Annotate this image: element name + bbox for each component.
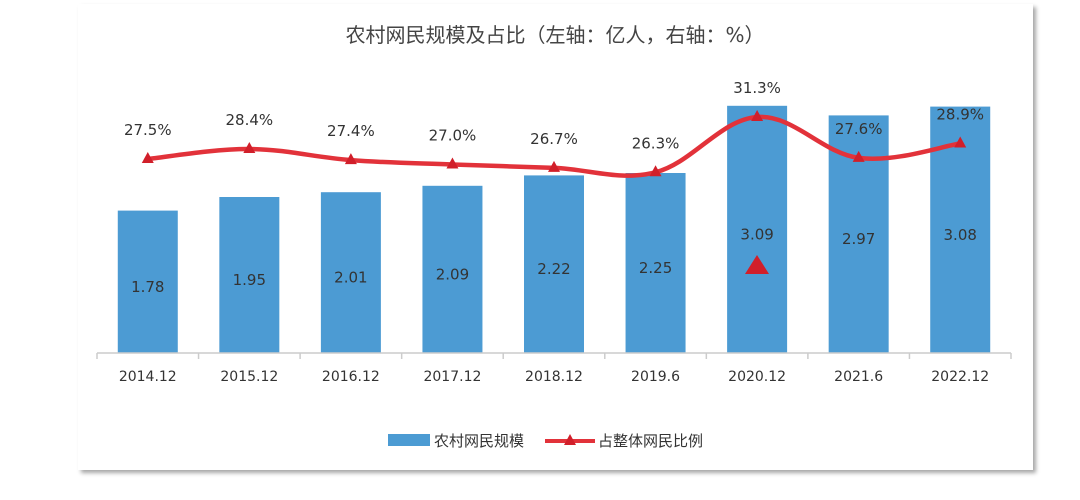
ratio-marker [751, 110, 764, 122]
x-tick-label: 2018.12 [525, 369, 583, 385]
bar [320, 192, 381, 353]
ratio-value-label: 31.3% [733, 79, 781, 97]
chart-svg: 农村网民规模及占比（左轴：亿人，右轴：%） 2014.12 2015.12 2016… [96, 23, 1012, 450]
chart-card: 农村网民规模及占比（左轴：亿人，右轴：%） 2014.12 2015.12 2016… [78, 4, 1033, 470]
ratio-value-label: 26.7% [530, 130, 578, 148]
chart-title: 农村网民规模及占比（左轴：亿人，右轴：%） [345, 23, 764, 47]
bar [422, 185, 483, 353]
ratio-marker [446, 157, 459, 169]
ratio-value-label: 26.3% [632, 134, 680, 152]
bar [625, 173, 686, 353]
bar-value-label: 2.09 [436, 265, 469, 283]
ratio-marker [954, 136, 967, 148]
legend-triangle-icon [564, 434, 576, 445]
bar [219, 197, 280, 353]
bar-value-label: 1.95 [233, 271, 266, 289]
x-tick-label: 2014.12 [119, 369, 177, 385]
bar-value-label: 2.97 [842, 230, 875, 248]
legend: 农村网民规模 占整体网民比例 [388, 432, 703, 450]
legend-bar-swatch [388, 434, 430, 446]
ratio-marker [649, 165, 662, 177]
ratio-value-label: 27.5% [124, 121, 172, 139]
ratio-marker [548, 160, 560, 172]
legend-line-label: 占整体网民比例 [598, 432, 703, 450]
bar-value-label: 1.78 [131, 278, 164, 296]
ratio-value-label: 27.0% [429, 127, 477, 145]
ratio-marker [344, 153, 357, 165]
ratio-value-label: 28.4% [226, 111, 274, 129]
x-tick-label: 2016.12 [322, 369, 380, 385]
x-tick-label: 2015.12 [220, 369, 278, 385]
x-tick-label: 2021.6 [834, 369, 883, 385]
bar-value-label: 2.22 [537, 260, 570, 278]
bar [524, 175, 584, 353]
bar-value-label: 3.09 [740, 225, 773, 243]
x-tick-label: 2017.12 [423, 369, 481, 385]
bar [727, 105, 788, 353]
ratio-value-label: 27.6% [835, 120, 883, 138]
stray-triangle-icon [745, 255, 769, 274]
ratio-value-label: 27.4% [327, 122, 375, 140]
bar-value-label: 2.25 [639, 259, 672, 277]
x-tick-label: 2020.12 [728, 369, 786, 385]
x-tick-label: 2019.6 [631, 369, 680, 385]
ratio-value-label: 28.9% [936, 106, 984, 124]
ratio-marker [243, 142, 256, 154]
bar-value-label: 3.08 [944, 226, 977, 244]
legend-bar-label: 农村网民规模 [434, 432, 524, 450]
ratio-marker [852, 150, 865, 162]
bar-value-label: 2.01 [334, 269, 367, 287]
ratio-marker [141, 152, 154, 163]
x-tick-label: 2022.12 [931, 369, 989, 385]
bar [117, 210, 178, 353]
